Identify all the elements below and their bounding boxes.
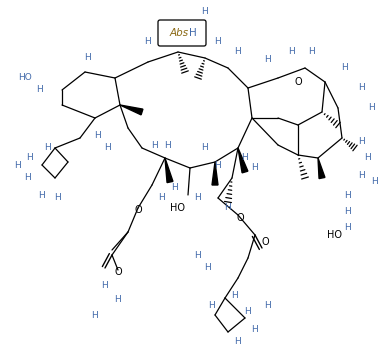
Polygon shape [212,162,218,185]
Text: H: H [205,264,211,273]
Text: H: H [309,48,316,57]
Text: H: H [85,53,91,62]
Text: H: H [172,33,178,42]
Text: O: O [236,213,244,223]
Text: H: H [172,184,178,193]
Polygon shape [238,148,248,173]
Text: H: H [359,83,365,92]
Text: H: H [345,190,351,199]
Text: H: H [235,48,241,57]
Text: H: H [235,337,241,345]
Text: H: H [102,280,108,289]
Polygon shape [120,105,143,115]
Text: H: H [209,300,215,309]
Text: O: O [261,237,269,247]
Text: H: H [252,164,258,172]
Text: HO: HO [171,203,185,213]
Text: H: H [265,56,271,65]
Text: HO: HO [18,73,32,82]
Text: H: H [15,160,22,169]
Text: H: H [54,194,62,203]
Text: H: H [27,154,33,162]
Text: H: H [36,86,44,95]
Polygon shape [318,158,325,179]
Text: H: H [159,194,165,203]
Text: H: H [165,140,171,149]
Text: H: H [145,38,151,47]
Text: H: H [365,154,371,162]
Text: H: H [225,204,231,213]
Text: H: H [25,174,31,183]
Text: O: O [134,205,142,215]
Text: H: H [114,296,122,305]
Text: HO: HO [327,230,343,240]
Text: H: H [265,300,271,309]
Text: H: H [289,48,296,57]
Text: H: H [39,190,45,199]
Text: H: H [372,177,378,187]
Text: H: H [215,38,221,47]
Text: H: H [245,307,251,316]
FancyBboxPatch shape [158,20,206,46]
Text: H: H [368,104,376,112]
Text: O: O [114,267,122,277]
Text: H: H [359,170,365,179]
Text: H: H [341,63,348,72]
Text: O: O [294,77,302,87]
Text: H: H [359,138,365,147]
Text: H: H [45,144,51,152]
Text: H: H [252,325,258,335]
Text: H: H [92,310,98,319]
Text: H: H [105,144,111,152]
Text: H: H [215,160,221,169]
Text: Abs: Abs [169,28,189,38]
Text: H: H [152,140,158,149]
Polygon shape [165,158,173,183]
Text: H: H [232,290,238,299]
Text: H: H [201,8,209,17]
Text: H: H [345,207,351,217]
Text: H: H [194,194,201,203]
Text: H: H [189,28,197,38]
Text: H: H [345,224,351,233]
Text: H: H [201,144,209,152]
Text: H: H [241,154,249,162]
Text: H: H [94,130,102,139]
Text: H: H [194,250,201,259]
